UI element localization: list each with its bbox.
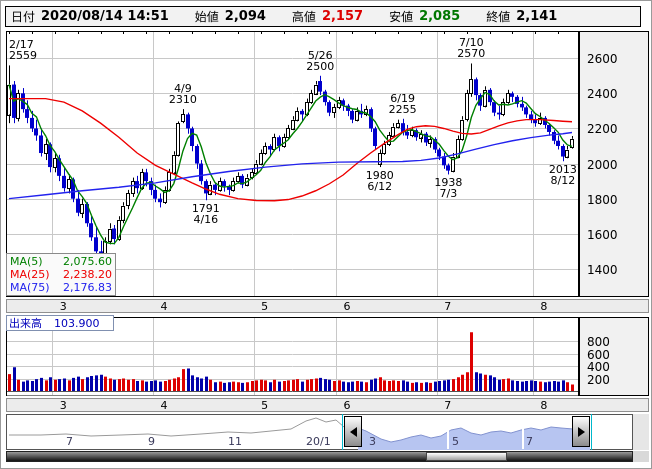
date-value: 2020/08/14 14:51: [41, 9, 169, 24]
month-label: 7: [444, 399, 452, 412]
month-label: 4: [160, 399, 168, 412]
volume-value: 103.900: [54, 316, 100, 330]
month-label: 3: [59, 399, 67, 412]
ma5-value: 2,075.60: [63, 255, 112, 268]
ma5-label: MA(5): [10, 255, 43, 268]
high-label: 高値: [291, 10, 316, 24]
scrollbar-thumb[interactable]: [426, 452, 507, 461]
month-axis-top: 3 4 5 6 7 8: [6, 299, 649, 313]
ma75-value: 2,176.83: [63, 281, 112, 294]
high-value: 2,157: [321, 9, 364, 24]
volume-tick-label: 800: [587, 335, 610, 349]
ma-legend-row-ma75: MA(75) 2,176.83: [10, 281, 112, 294]
ma25-label: MA(25): [10, 268, 50, 281]
price-tick-label: 2600: [587, 52, 618, 67]
month-axis-bottom: 3 4 5 6 7 8: [6, 398, 649, 412]
volume-tick-label: 400: [587, 360, 610, 374]
month-label: 3: [59, 300, 67, 313]
close-value: 2,141: [516, 9, 558, 24]
price-tick-label: 1400: [587, 262, 618, 277]
price-chart-canvas: [6, 31, 579, 297]
low-price-field: 安値 2,085: [389, 8, 460, 25]
price-tick-label: 2200: [587, 122, 618, 137]
ma25-value: 2,238.20: [63, 268, 112, 281]
open-value: 2,094: [224, 9, 266, 24]
ma-legend-row-ma25: MA(25) 2,238.20: [10, 268, 112, 281]
left-arrow-icon: [349, 426, 357, 437]
month-label: 5: [261, 399, 269, 412]
month-label: 8: [540, 399, 548, 412]
volume-tick-label: 200: [587, 372, 610, 387]
quote-date-field: 日付 2020/08/14 14:51: [11, 8, 169, 25]
ma-legend: MA(5) 2,075.60 MA(25) 2,238.20 MA(75) 2,…: [6, 253, 116, 296]
price-tick-label: 2400: [587, 87, 618, 102]
month-label: 4: [160, 300, 168, 313]
range-start-guide: [342, 414, 343, 450]
price-tick-label: 2000: [587, 157, 618, 172]
scrollbar-track[interactable]: [6, 451, 633, 462]
navigator-canvas[interactable]: [6, 414, 633, 450]
volume-axis-panel: 800 600 400 200: [579, 317, 649, 396]
close-price-field: 終値 2,141: [486, 8, 557, 25]
open-label: 始値: [194, 10, 219, 24]
month-label: 7: [444, 300, 452, 313]
month-label: 6: [343, 399, 351, 412]
scrollbar-corner: [633, 451, 649, 462]
volume-label: 出来高: [9, 317, 42, 330]
range-left-button[interactable]: [344, 416, 362, 447]
month-label: 6: [343, 300, 351, 313]
month-label: 5: [261, 300, 269, 313]
price-axis-panel: 2600 2400 2200 2000 1800 1600 1400: [579, 31, 649, 297]
ma-legend-row-ma5: MA(5) 2,075.60: [10, 255, 112, 268]
date-label: 日付: [11, 10, 36, 24]
price-tick-label: 1600: [587, 227, 618, 242]
price-tick-label: 1800: [587, 192, 618, 207]
low-label: 安値: [389, 10, 414, 24]
navigator-right-filler: [633, 414, 649, 450]
right-arrow-icon: [577, 426, 585, 437]
volume-tick-label: 600: [587, 347, 610, 362]
open-price-field: 始値 2,094: [195, 8, 266, 25]
range-end-guide: [591, 414, 592, 450]
close-label: 終値: [486, 10, 511, 24]
high-price-field: 高値 2,157: [292, 8, 363, 25]
volume-legend: 出来高 103.900: [6, 315, 114, 331]
quote-info-bar: 日付 2020/08/14 14:51 始値 2,094 高値 2,157 安値…: [5, 6, 641, 27]
range-right-button[interactable]: [572, 416, 590, 447]
low-value: 2,085: [419, 9, 461, 24]
month-label: 8: [540, 300, 548, 313]
ma75-label: MA(75): [10, 281, 50, 294]
